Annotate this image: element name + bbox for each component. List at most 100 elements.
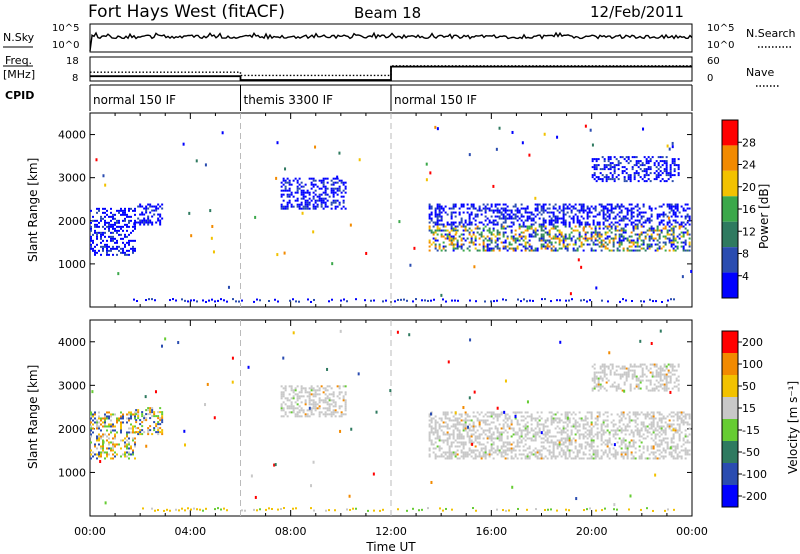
data-cell (458, 413, 461, 416)
data-cell (490, 221, 493, 224)
data-cell (616, 205, 619, 208)
data-cell (570, 205, 573, 208)
data-cell (593, 166, 596, 169)
colorbar-segment (722, 441, 738, 463)
data-cell (500, 207, 503, 210)
data-cell (572, 411, 575, 414)
data-cell (586, 243, 589, 246)
data-cell (647, 166, 650, 169)
data-cell (550, 421, 553, 424)
data-cell (566, 425, 569, 428)
data-cell (606, 231, 609, 234)
data-cell (630, 453, 633, 456)
data-cell (642, 243, 645, 246)
data-cell (504, 239, 507, 242)
data-cell (610, 231, 613, 234)
data-cell (149, 409, 152, 412)
data-cell (130, 247, 132, 250)
data-cell (132, 451, 134, 454)
data-cell (608, 229, 611, 232)
data-cell (444, 205, 447, 208)
data-cell (568, 223, 571, 226)
data-cell (686, 451, 689, 454)
data-cell (322, 199, 325, 202)
data-cell (128, 443, 130, 446)
data-cell (646, 245, 649, 248)
data-cell (622, 298, 624, 301)
data-cell (542, 217, 545, 220)
data-cell (332, 401, 335, 404)
data-cell (310, 177, 313, 180)
data-cell (556, 217, 559, 220)
data-cell (312, 207, 315, 210)
data-cell (629, 363, 632, 366)
data-cell (636, 227, 639, 230)
data-cell (433, 298, 435, 301)
data-cell (284, 403, 287, 406)
data-cell (556, 447, 559, 450)
data-cell (212, 250, 215, 254)
data-cell (106, 251, 108, 254)
data-cell (484, 433, 487, 436)
data-cell (666, 223, 669, 226)
data-cell (536, 433, 539, 436)
data-cell (114, 229, 116, 232)
data-cell (646, 457, 649, 460)
data-cell (552, 451, 555, 454)
data-cell (409, 263, 412, 267)
data-cell (601, 379, 604, 382)
data-cell (478, 221, 481, 224)
data-cell (652, 417, 655, 420)
data-cell (110, 441, 112, 444)
data-cell (151, 298, 153, 301)
data-cell (660, 427, 663, 430)
data-cell (562, 441, 565, 444)
data-cell (161, 421, 164, 424)
data-cell (482, 431, 485, 434)
data-cell (657, 164, 660, 167)
data-cell (316, 195, 319, 198)
data-cell (655, 300, 657, 303)
data-cell (608, 447, 611, 450)
data-cell (603, 164, 606, 167)
data-cell (524, 247, 527, 250)
data-cell (550, 241, 553, 244)
data-cell (475, 509, 477, 512)
data-cell (454, 221, 457, 224)
data-cell (664, 449, 667, 452)
data-cell (504, 247, 507, 250)
data-cell (514, 414, 517, 418)
data-cell (112, 453, 114, 456)
data-cell (628, 415, 631, 418)
data-cell (544, 447, 547, 450)
data-cell (622, 237, 625, 240)
data-cell (678, 411, 681, 414)
data-cell (614, 433, 617, 436)
data-cell (274, 463, 277, 467)
data-cell (440, 223, 443, 226)
data-cell (634, 233, 637, 236)
data-cell (590, 413, 593, 416)
data-cell (654, 207, 657, 210)
data-cell (470, 223, 473, 226)
data-cell (662, 417, 665, 420)
data-cell (508, 427, 511, 430)
colorbar-segment (722, 145, 738, 171)
data-cell (460, 225, 463, 228)
data-cell (534, 427, 537, 430)
data-cell (663, 160, 666, 163)
data-cell (658, 245, 661, 248)
data-cell (235, 300, 237, 303)
data-cell (625, 172, 628, 175)
data-cell (466, 247, 469, 250)
data-cell (598, 411, 601, 414)
data-cell (342, 199, 345, 202)
data-cell (134, 227, 136, 230)
data-cell (502, 221, 505, 224)
data-cell (624, 225, 627, 228)
data-cell (554, 413, 557, 416)
data-cell (686, 231, 689, 234)
data-cell (659, 375, 662, 378)
data-cell (153, 205, 156, 208)
ytick-label: 3000 (58, 379, 86, 392)
